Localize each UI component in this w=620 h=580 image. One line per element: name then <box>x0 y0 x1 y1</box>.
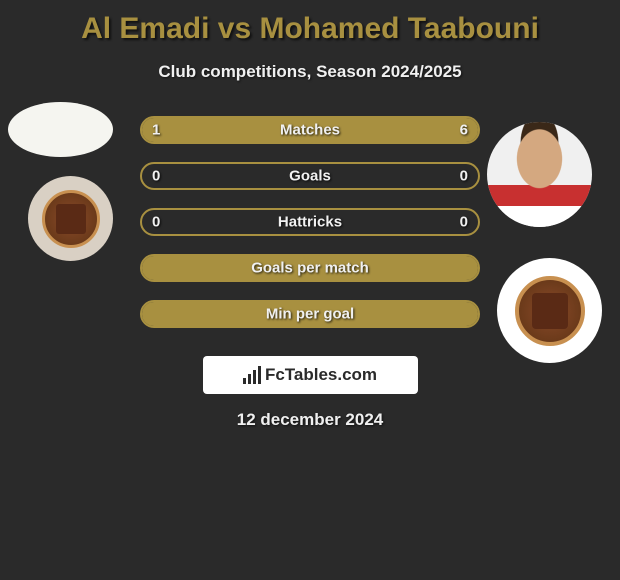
stat-value-right: 6 <box>460 122 468 139</box>
date-text: 12 december 2024 <box>0 410 620 430</box>
stat-bar-matches: 1 Matches 6 <box>140 116 480 144</box>
player-left-avatar <box>8 102 113 157</box>
club-left-badge-container <box>28 176 113 261</box>
brand-logo-text: FcTables.com <box>265 365 377 385</box>
club-left-badge <box>42 190 100 248</box>
club-right-badge-container <box>497 258 602 363</box>
club-left-badge-inner <box>56 204 86 234</box>
stat-label: Hattricks <box>142 214 478 231</box>
stat-bars: 1 Matches 6 0 Goals 0 0 Hattricks 0 <box>140 116 480 346</box>
page-title: Al Emadi vs Mohamed Taabouni <box>0 0 620 46</box>
stat-label: Goals <box>142 168 478 185</box>
stat-value-right: 0 <box>460 168 468 185</box>
chart-icon <box>243 366 261 384</box>
brand-logo-box: FcTables.com <box>203 356 418 394</box>
subtitle: Club competitions, Season 2024/2025 <box>0 62 620 82</box>
stat-bar-hattricks: 0 Hattricks 0 <box>140 208 480 236</box>
player-right-avatar <box>487 122 592 227</box>
stat-label: Matches <box>142 122 478 139</box>
stat-label: Min per goal <box>142 306 478 323</box>
stat-bar-goals: 0 Goals 0 <box>140 162 480 190</box>
stat-bar-goals-per-match: Goals per match <box>140 254 480 282</box>
club-right-badge <box>515 276 585 346</box>
comparison-area: 1 Matches 6 0 Goals 0 0 Hattricks 0 <box>0 102 620 352</box>
comparison-infographic: Al Emadi vs Mohamed Taabouni Club compet… <box>0 0 620 580</box>
stat-value-right: 0 <box>460 214 468 231</box>
stat-bar-min-per-goal: Min per goal <box>140 300 480 328</box>
club-right-badge-inner <box>532 293 568 329</box>
stat-label: Goals per match <box>142 260 478 277</box>
player-right-portrait <box>487 122 592 227</box>
